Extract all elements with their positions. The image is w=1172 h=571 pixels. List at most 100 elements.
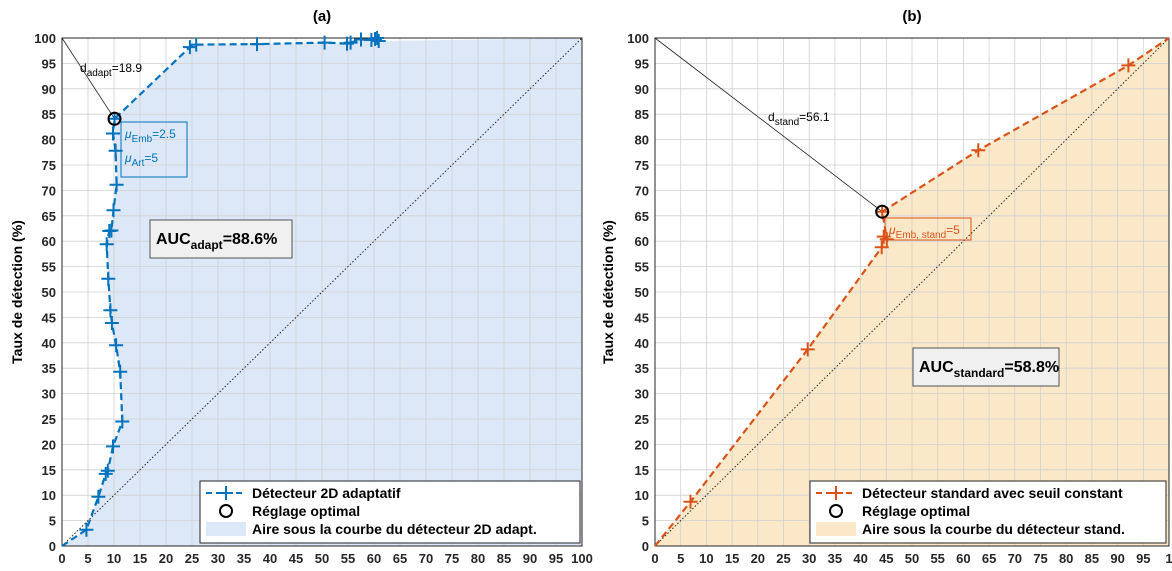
parameter-label: μEmb, stand=5 [888,223,960,241]
tick-labels: 0 5 10 15 20 25 30 35 40 45 50 55 60 65 70 75 80 85 90 95 10… [627,31,1172,566]
x-tick-label: 40 [263,551,277,566]
x-tick-label: 40 [853,551,867,566]
y-tick-label: 5 [49,514,56,529]
y-tick-label: 15 [635,463,649,478]
y-axis-label: Taux de détection (%) [9,220,25,364]
auc-symbol: AUC [919,359,954,376]
chart-title: (a) [313,8,331,25]
mu-symbol: μ [888,223,896,237]
legend-optimal-label: Réglage optimal [862,503,970,519]
x-tick-label: 10 [107,551,121,566]
x-tick-label: 70 [1008,551,1022,566]
x-tick-label: 80 [1059,551,1073,566]
x-tick-label: 1 [1165,551,1172,566]
y-tick-label: 90 [635,82,649,97]
chart-title: (b) [902,8,921,25]
y-tick-label: 10 [635,488,649,503]
data-point-marker [100,463,115,478]
y-axis-label: Taux de détection (%) [600,220,616,364]
auc-annotation: AUCadapt=88.6% [156,231,277,252]
data-point-marker [876,229,891,244]
parameter-box [884,217,972,241]
x-tick-label: 20 [159,551,173,566]
x-tick-label: 60 [956,551,970,566]
legend-series-label: Détecteur 2D adaptatif [252,485,401,501]
y-tick-label: 70 [42,183,56,198]
x-tick-label: 35 [237,551,251,566]
distance-value: =56.1 [799,110,830,124]
x-tick-label: 85 [1085,551,1099,566]
y-tick-label: 80 [42,133,56,148]
legend-optimal-label: Réglage optimal [252,503,360,519]
data-point-marker [91,489,106,504]
y-tick-label: 35 [635,361,649,376]
data-point-marker [250,37,264,52]
legend-optimal-marker [219,504,233,518]
legend-series-label: Détecteur standard avec seuil constant [862,485,1123,501]
parameter-value: =2.5 [152,127,176,141]
data-point-marker [109,177,124,192]
x-tick-label: 10 [699,551,713,566]
y-tick-label: 35 [42,361,56,376]
chance-diagonal [61,37,583,547]
y-tick-label: 40 [635,336,649,351]
y-tick-label: 5 [642,514,649,529]
y-tick-label: 40 [42,336,56,351]
data-point-marker [104,316,119,330]
auc-subscript: adapt [191,238,223,252]
data-point-marker [113,364,128,379]
data-point-marker [106,126,120,141]
y-tick-label: 25 [42,412,56,427]
auc-box [912,347,1060,387]
legend-optimal-marker [829,504,843,518]
data-point-marker [103,303,118,318]
parameter-label: μEmb=2.5 [124,127,176,145]
y-tick-label: 65 [42,209,56,224]
y-tick-label: 95 [42,56,56,71]
x-tick-label: 55 [341,551,355,566]
x-tick-label: 60 [367,551,381,566]
y-tick-label: 75 [42,158,56,173]
y-tick-label: 85 [42,107,56,122]
legend: Détecteur standard avec seuil constant Ré… [809,480,1167,544]
distance-value: =18.9 [112,61,143,75]
chance-diagonal [654,37,1170,547]
y-tick-label: 85 [635,107,649,122]
distance-annotation: dstand=56.1 [768,110,830,128]
y-tick-label: 45 [42,310,56,325]
x-tick-label: 95 [549,551,563,566]
data-point-marker [371,34,386,48]
distance-subscript: adapt [87,68,112,79]
y-tick-label: 20 [635,437,649,452]
series-markers [79,31,386,537]
x-tick-label: 85 [497,551,511,566]
data-point-marker [101,271,116,286]
x-tick-label: 5 [84,551,91,566]
y-tick-label: 0 [642,539,649,554]
x-tick-label: 90 [523,551,537,566]
data-point-marker [874,240,889,255]
mu-symbol: μ [124,151,132,165]
x-tick-label: 35 [828,551,842,566]
data-point-marker [106,203,121,218]
x-tick-label: 75 [1033,551,1047,566]
parameter-box [120,121,188,178]
y-tick-label: 50 [42,285,56,300]
parameter-value: =5 [144,151,158,165]
data-point-marker [370,31,385,45]
data-point-marker [99,237,114,252]
x-tick-label: 0 [651,551,658,566]
y-tick-label: 0 [49,539,56,554]
y-tick-label: 30 [42,387,56,402]
data-point-marker [343,35,358,50]
parameter-label: μArt=5 [124,151,158,169]
y-tick-label: 65 [635,209,649,224]
x-tick-label: 80 [471,551,485,566]
data-point-marker [182,40,197,55]
data-point-marker [1121,58,1136,73]
parameter-subscript: Emb, stand [896,230,947,241]
x-tick-label: 30 [211,551,225,566]
distance-annotation: dadapt=18.9 [80,61,142,79]
x-tick-label: 20 [751,551,765,566]
y-tick-label: 60 [42,234,56,249]
